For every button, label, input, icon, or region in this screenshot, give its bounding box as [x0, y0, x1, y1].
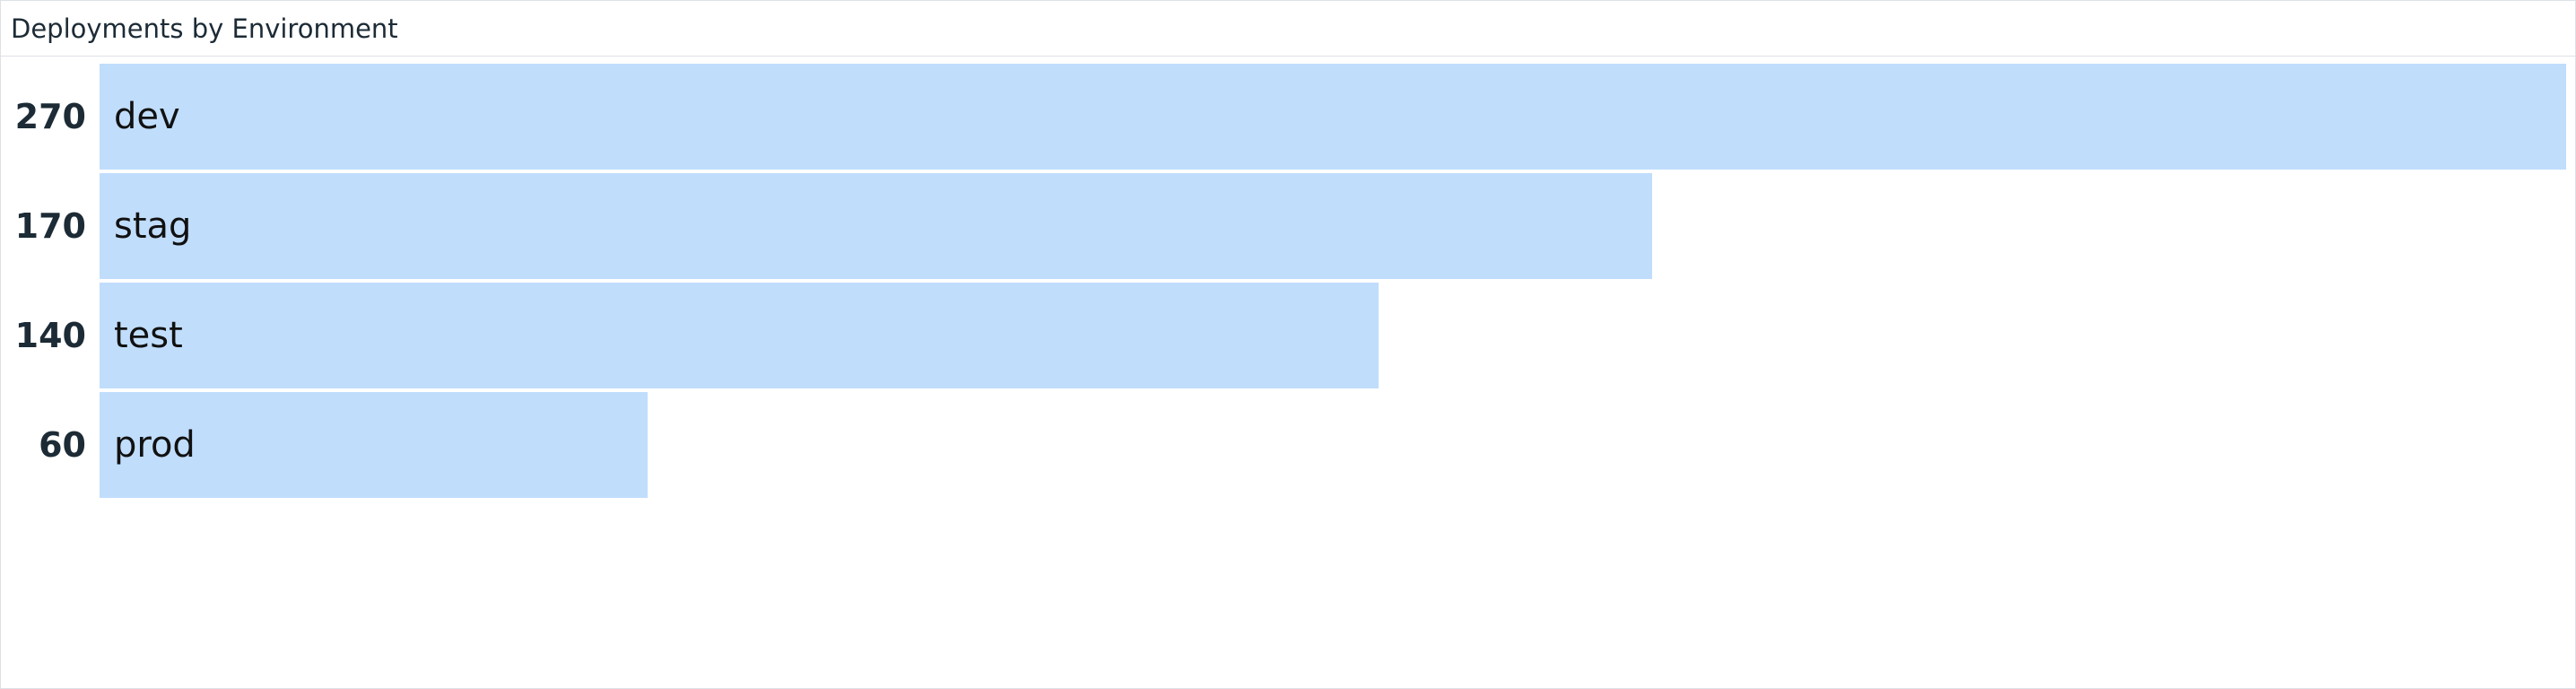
bar-category-label: test — [114, 315, 183, 356]
bar-test[interactable]: test — [100, 283, 1379, 388]
bar-category-label: dev — [114, 96, 180, 137]
bar-row-stag: 170 stag — [1, 173, 2566, 279]
bar-stag[interactable]: stag — [100, 173, 1652, 279]
bar-value-label: 170 — [14, 206, 86, 246]
bar-row-prod: 60 prod — [1, 392, 2566, 498]
widget-title: Deployments by Environment — [11, 13, 398, 44]
bar-value-label: 270 — [14, 97, 86, 136]
bar-dev[interactable]: dev — [100, 64, 2566, 170]
bar-category-label: prod — [114, 424, 196, 466]
bar-value-label: 60 — [39, 425, 86, 465]
bar-row-test: 140 test — [1, 283, 2566, 388]
bar-chart: 270 dev 170 stag 140 test 60 prod — [1, 57, 2575, 688]
bar-row-dev: 270 dev — [1, 64, 2566, 170]
bar-category-label: stag — [114, 205, 192, 247]
widget-header: Deployments by Environment — [1, 1, 2575, 57]
bar-prod[interactable]: prod — [100, 392, 648, 498]
bar-value-label: 140 — [14, 316, 86, 355]
